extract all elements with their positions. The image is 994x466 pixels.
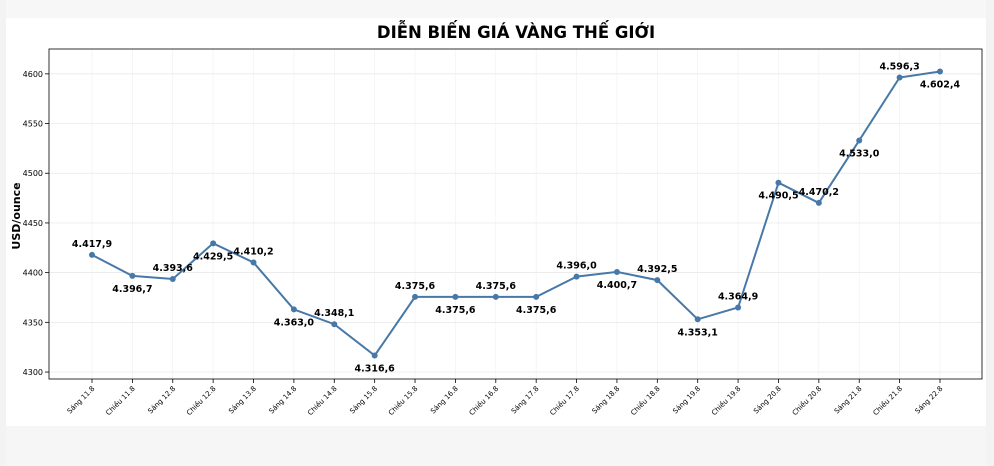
data-label: 4.348,1 bbox=[314, 308, 354, 319]
x-tick-label: Sáng 22.8 bbox=[914, 385, 945, 416]
x-tick-label: Chiều 12.8 bbox=[185, 385, 217, 417]
data-points bbox=[89, 68, 943, 359]
data-point bbox=[533, 293, 540, 300]
data-label: 4.417,9 bbox=[72, 239, 112, 250]
y-tick-label: 4300 bbox=[23, 368, 43, 377]
x-tick-label: Sáng 16.8 bbox=[429, 385, 460, 416]
data-label: 4.316,6 bbox=[355, 364, 396, 375]
y-tick-label: 4450 bbox=[23, 219, 43, 228]
data-labels: 4.417,9 4.396,74.393,64.429,5 4.410,2 4.363… bbox=[72, 62, 961, 375]
series-line bbox=[91, 70, 941, 357]
data-label: 4.364,9 bbox=[718, 292, 758, 303]
data-point bbox=[412, 293, 419, 300]
data-label: 4.396,7 bbox=[112, 284, 152, 295]
data-point bbox=[290, 306, 297, 313]
y-axis-ticks: 4300 4350 4400 4450 4500 4550 4600 bbox=[23, 70, 49, 377]
data-point bbox=[856, 137, 863, 144]
x-tick-label: Chiều 11.8 bbox=[104, 385, 136, 417]
x-tick-label: Sáng 17.8 bbox=[510, 385, 541, 416]
data-point bbox=[452, 293, 459, 300]
x-tick-label: Chiều 21.8 bbox=[872, 385, 904, 417]
x-axis-ticks: Sáng 11.8 Chiều 11.8 Sáng 12.8 Chiều 12.8 Sá… bbox=[66, 379, 945, 417]
data-point bbox=[654, 277, 661, 284]
x-tick-label: Sáng 12.8 bbox=[146, 385, 177, 416]
data-point bbox=[694, 316, 701, 323]
data-point bbox=[250, 259, 257, 266]
data-point bbox=[573, 273, 580, 280]
chart-title: DIỄN BIẾN GIÁ VÀNG THẾ GIỚI bbox=[377, 21, 655, 42]
x-tick-label: Chiều 20.8 bbox=[791, 385, 823, 417]
x-tick-label: Sáng 13.8 bbox=[227, 385, 258, 416]
y-axis-label: USD/ounce bbox=[10, 182, 23, 249]
x-tick-label: Chiều 18.8 bbox=[629, 385, 661, 417]
y-tick-label: 4350 bbox=[23, 318, 43, 327]
data-point bbox=[735, 304, 742, 311]
data-label: 4.375,6 bbox=[516, 305, 557, 316]
x-tick-label: Chiều 15.8 bbox=[387, 385, 419, 417]
x-tick-label: Chiều 16.8 bbox=[468, 385, 500, 417]
data-point bbox=[89, 251, 95, 258]
data-label: 4.470,2 bbox=[799, 187, 839, 198]
data-point bbox=[815, 199, 822, 206]
x-tick-label: Chiều 14.8 bbox=[306, 385, 338, 417]
x-tick-label: Sáng 15.8 bbox=[348, 385, 379, 416]
data-point bbox=[896, 74, 903, 81]
y-tick-label: 4600 bbox=[23, 70, 43, 79]
plot-area-frame bbox=[48, 48, 983, 380]
data-label: 4.392,5 bbox=[637, 264, 677, 275]
grid-lines bbox=[49, 49, 982, 379]
data-label: 4.375,6 bbox=[395, 281, 436, 292]
data-label: 4.410,2 bbox=[233, 247, 273, 258]
x-tick-label: Sáng 18.8 bbox=[591, 385, 622, 416]
data-point bbox=[371, 352, 378, 359]
x-tick-label: Sáng 19.8 bbox=[671, 385, 702, 416]
x-tick-label: Sáng 20.8 bbox=[752, 385, 783, 416]
data-label: 4.533,0 bbox=[839, 148, 880, 159]
data-label: 4.375,6 bbox=[476, 281, 517, 292]
y-tick-label: 4500 bbox=[23, 169, 43, 178]
bottom-band bbox=[6, 426, 986, 466]
data-point bbox=[613, 268, 620, 275]
data-label: 4.393,6 bbox=[153, 263, 194, 274]
data-point bbox=[331, 321, 338, 328]
data-label: 4.400,7 bbox=[597, 280, 637, 291]
top-band bbox=[6, 0, 986, 18]
data-label: 4.429,5 bbox=[193, 251, 233, 262]
x-tick-label: Sáng 21.8 bbox=[833, 385, 864, 416]
data-point bbox=[169, 276, 176, 283]
data-point bbox=[492, 293, 499, 300]
y-tick-label: 4550 bbox=[23, 120, 43, 129]
data-point bbox=[775, 179, 782, 186]
data-label: 4.490,5 bbox=[758, 191, 798, 202]
data-label: 4.363,0 bbox=[274, 317, 315, 328]
x-tick-label: Sáng 14.8 bbox=[268, 385, 299, 416]
y-tick-label: 4400 bbox=[23, 269, 43, 278]
data-label: 4.396,0 bbox=[556, 261, 597, 272]
data-point bbox=[210, 240, 217, 247]
x-tick-label: Sáng 11.8 bbox=[66, 385, 97, 416]
data-point bbox=[129, 272, 136, 279]
data-point bbox=[936, 68, 943, 75]
data-label: 4.602,4 bbox=[920, 79, 961, 90]
x-tick-label: Chiều 19.8 bbox=[710, 385, 742, 417]
data-label: 4.353,1 bbox=[678, 327, 718, 338]
data-label: 4.596,3 bbox=[879, 62, 919, 73]
data-label: 4.375,6 bbox=[435, 305, 476, 316]
x-tick-label: Chiều 17.8 bbox=[549, 385, 581, 417]
